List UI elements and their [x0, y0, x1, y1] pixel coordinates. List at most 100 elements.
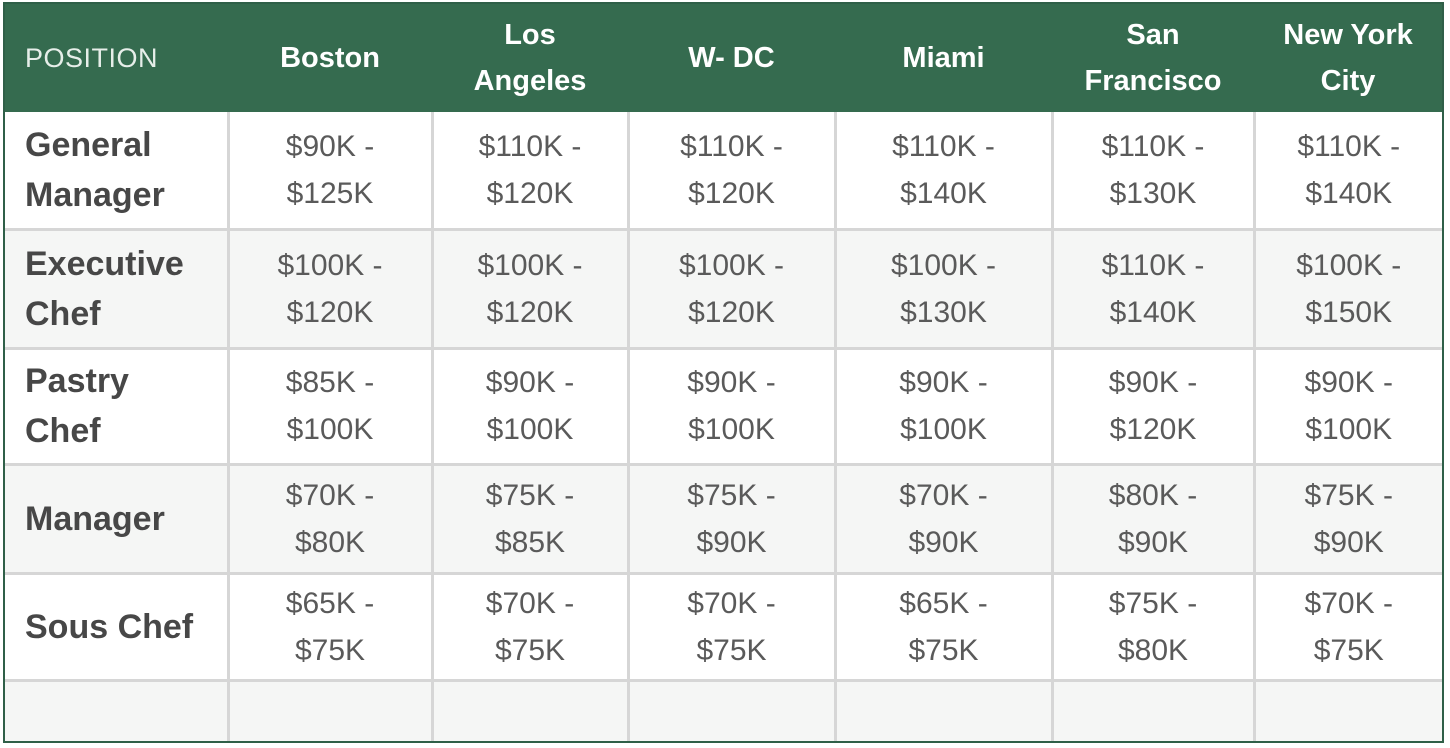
empty-cell [1252, 678, 1442, 741]
header-city-line: Miami [902, 42, 985, 74]
header-city-line: Los [504, 19, 556, 51]
salary-line: $130K [1109, 176, 1197, 210]
header-city-line: Boston [280, 42, 380, 74]
salary-line: $110K - [680, 129, 783, 163]
salary-line: $75K - [687, 478, 776, 512]
empty-cell [626, 678, 837, 741]
salary-cell: $80K - $90K [1050, 462, 1256, 575]
header-city-boston: Boston [228, 4, 432, 112]
salary-line: $100K - [1296, 248, 1402, 282]
salary-line: $150K [1305, 295, 1393, 329]
salary-cell: $65K - $75K [833, 571, 1054, 682]
salary-line: $100K - [890, 248, 997, 282]
salary-cell: $90K - $125K [226, 112, 434, 231]
salary-line: $120K [486, 295, 574, 329]
salary-line: $65K - [285, 586, 375, 620]
salary-line: $120K [286, 295, 374, 329]
empty-row [5, 678, 1442, 741]
salary-line: $125K [286, 176, 374, 210]
table-row: Pastry Chef $85K - $100K $90K - $100K $90K… [5, 346, 1442, 466]
salary-cell: $100K - $130K [833, 227, 1054, 350]
position-line: Manager [25, 499, 165, 538]
position-line: Manager [25, 175, 165, 214]
salary-line: $85K - [285, 366, 375, 399]
salary-line: $75K [696, 633, 767, 667]
salary-line: $75K [1313, 633, 1384, 667]
salary-line: $90K [1313, 525, 1384, 559]
position-cell: Pastry Chef [5, 346, 230, 466]
salary-line: $100K - [678, 248, 785, 282]
empty-cell [226, 678, 434, 741]
salary-line: $120K [688, 295, 775, 329]
header-city-new-york-city: New York City [1254, 4, 1442, 112]
salary-line: $100K - [277, 248, 383, 282]
salary-table: POSITION Boston Los Angeles W- DC Miami … [5, 4, 1442, 741]
salary-cell: $85K - $100K [226, 346, 434, 466]
salary-line: $120K [486, 176, 574, 210]
salary-line: $120K [688, 176, 775, 210]
position-line: Chef [25, 412, 101, 450]
salary-table-frame: POSITION Boston Los Angeles W- DC Miami … [3, 2, 1444, 743]
salary-line: $80K - [1108, 478, 1198, 512]
salary-cell: $70K - $75K [1252, 571, 1442, 682]
table-row: Sous Chef $65K - $75K $70K - $75K $70K - $7… [5, 571, 1442, 682]
salary-cell: $75K - $85K [430, 462, 630, 575]
salary-line: $75K [494, 633, 566, 667]
salary-cell: $75K - $80K [1050, 571, 1256, 682]
salary-line: $90K - [899, 366, 988, 399]
salary-cell: $110K - $140K [1050, 227, 1256, 350]
salary-cell: $90K - $120K [1050, 346, 1256, 466]
salary-line: $70K - [485, 586, 575, 620]
table-row: Executive Chef $100K - $120K $100K - $120K… [5, 227, 1442, 350]
header-position: POSITION [5, 4, 228, 112]
salary-line: $70K - [899, 478, 988, 512]
salary-line: $75K - [1304, 478, 1393, 512]
salary-cell: $90K - $100K [626, 346, 837, 466]
header-row: POSITION Boston Los Angeles W- DC Miami … [5, 4, 1442, 112]
header-city-w-dc: W- DC [628, 4, 835, 112]
empty-cell [430, 678, 630, 741]
header-city-line: W- DC [688, 42, 775, 74]
salary-cell: $100K - $120K [226, 227, 434, 350]
salary-cell: $70K - $75K [626, 571, 837, 682]
position-line: Pastry [25, 362, 129, 400]
salary-line: $100K [286, 413, 374, 446]
salary-cell: $75K - $90K [626, 462, 837, 575]
salary-cell: $100K - $120K [626, 227, 837, 350]
salary-line: $90K - [1304, 366, 1393, 399]
salary-line: $80K [294, 525, 366, 559]
salary-line: $100K - [477, 248, 583, 282]
salary-line: $130K [900, 295, 987, 329]
salary-line: $110K - [1101, 248, 1205, 282]
empty-cell [5, 678, 230, 741]
salary-line: $100K [900, 413, 987, 446]
salary-cell: $110K - $120K [626, 112, 837, 231]
salary-line: $70K - [687, 586, 776, 620]
table-row: Manager $70K - $80K $75K - $85K $75K - $90K… [5, 462, 1442, 575]
salary-line: $140K [1109, 295, 1197, 329]
position-cell: Sous Chef [5, 571, 230, 682]
position-cell: Manager [5, 462, 230, 575]
salary-line: $100K [688, 413, 775, 446]
salary-line: $65K - [899, 586, 988, 620]
salary-line: $80K [1117, 633, 1189, 667]
salary-cell: $75K - $90K [1252, 462, 1442, 575]
salary-line: $90K [908, 525, 979, 559]
salary-line: $90K [696, 525, 767, 559]
salary-cell: $90K - $100K [833, 346, 1054, 466]
header-city-line: Angeles [473, 65, 587, 97]
salary-line: $110K - [1101, 129, 1205, 163]
salary-line: $90K - [285, 129, 375, 163]
header-city-line: San [1126, 19, 1180, 51]
salary-line: $90K [1117, 525, 1189, 559]
header-city-miami: Miami [835, 4, 1052, 112]
salary-line: $110K - [478, 129, 582, 163]
salary-line: $120K [1109, 413, 1197, 446]
salary-line: $70K - [285, 478, 375, 512]
empty-cell [1050, 678, 1256, 741]
salary-cell: $90K - $100K [1252, 346, 1442, 466]
salary-cell: $110K - $140K [1252, 112, 1442, 231]
salary-line: $70K - [1304, 586, 1393, 620]
salary-line: $110K - [1297, 129, 1401, 163]
header-city-line: City [1320, 65, 1376, 97]
